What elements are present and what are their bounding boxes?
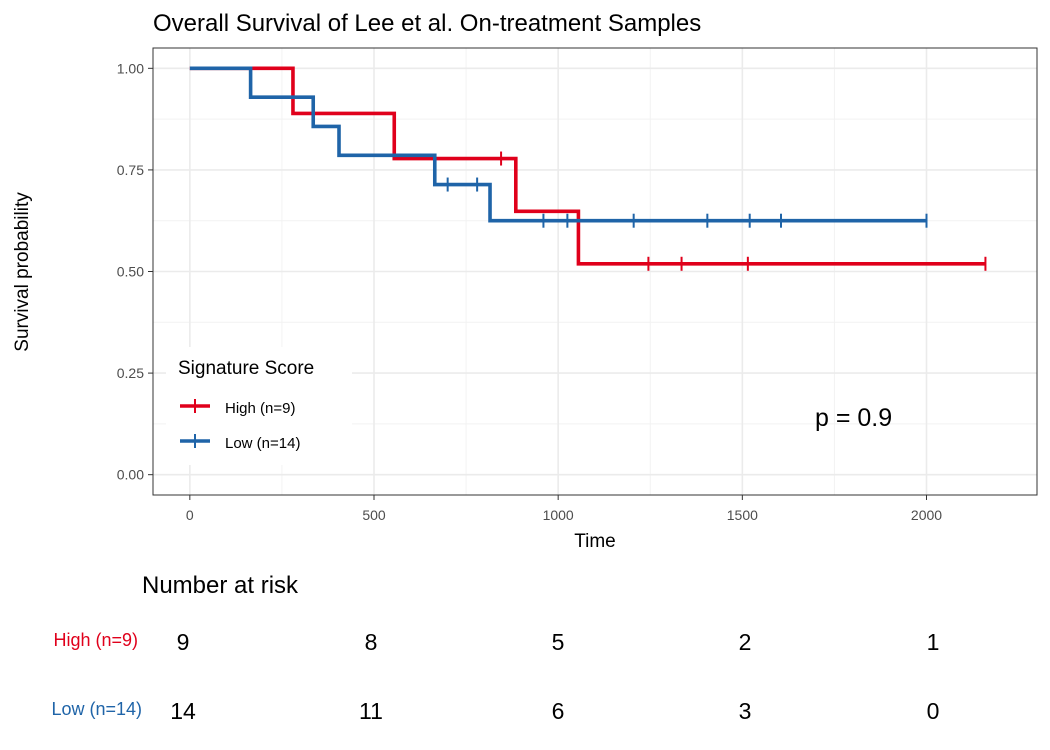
survival-curves	[189, 66, 987, 271]
risk-count-low: 11	[359, 698, 383, 724]
legend-label-high: High (n=9)	[225, 400, 295, 417]
risk-counts: 9 8 5 2 1 14 11 6 3 0	[170, 629, 939, 724]
risk-count-high: 9	[177, 629, 190, 655]
chart-title: Overall Survival of Lee et al. On-treatm…	[153, 10, 701, 37]
grid	[153, 48, 1037, 495]
survival-curve-high	[189, 66, 986, 266]
risk-count-low: 3	[739, 698, 752, 724]
x-tick-label: 500	[362, 507, 386, 523]
axes: 0 500 1000 1500 2000 0.00 0.25 0.50 0.75 1.00	[117, 60, 943, 523]
survival-curve-low	[189, 66, 927, 223]
x-tick-label: 1500	[727, 507, 758, 523]
y-tick-label: 0.25	[117, 365, 144, 381]
risk-count-low: 6	[552, 698, 565, 724]
y-tick-label: 1.00	[117, 60, 144, 76]
y-tick-label: 0.75	[117, 162, 144, 178]
risk-row-label-low: Low (n=14)	[51, 699, 142, 719]
risk-table: Number at risk High (n=9) Low (n=14) 9 8 5…	[51, 572, 939, 724]
risk-row-label-high: High (n=9)	[53, 630, 138, 650]
p-value-annotation: p = 0.9	[815, 404, 892, 432]
y-axis-title: Survival probability	[12, 192, 33, 352]
y-tick-label: 0.50	[117, 264, 144, 280]
x-axis-title: Time	[574, 531, 616, 552]
legend: Signature Score High (n=9) Low (n=14)	[166, 347, 352, 465]
x-tick-label: 2000	[911, 507, 942, 523]
risk-table-title: Number at risk	[142, 572, 299, 599]
legend-label-low: Low (n=14)	[225, 435, 300, 452]
risk-count-high: 5	[552, 629, 565, 655]
risk-count-low: 14	[170, 698, 196, 724]
risk-count-high: 8	[365, 629, 378, 655]
x-tick-label: 1000	[543, 507, 574, 523]
risk-count-high: 1	[927, 629, 940, 655]
risk-count-low: 0	[927, 698, 940, 724]
legend-keys	[180, 399, 210, 448]
x-tick-label: 0	[186, 507, 194, 523]
legend-title: Signature Score	[178, 358, 314, 379]
risk-count-high: 2	[739, 629, 752, 655]
y-tick-label: 0.00	[117, 467, 144, 483]
